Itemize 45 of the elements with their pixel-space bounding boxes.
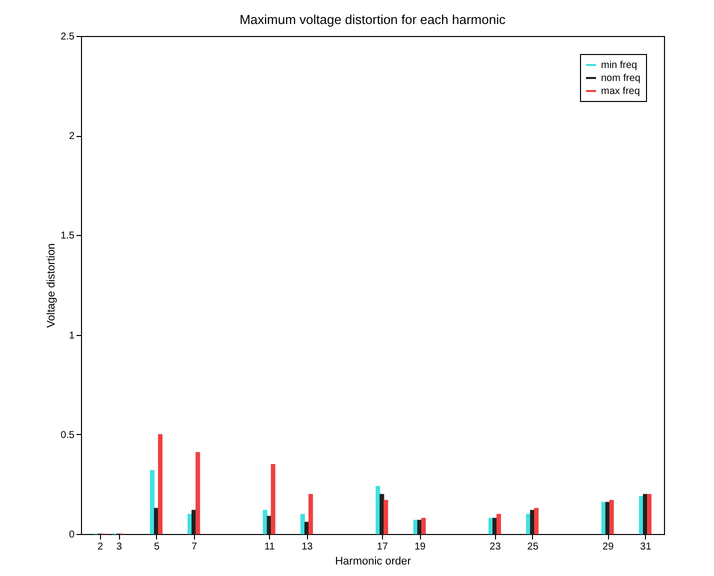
bar bbox=[150, 470, 154, 534]
x-tick-label: 31 bbox=[640, 542, 652, 552]
y-axis-title: Voltage distortion bbox=[46, 243, 58, 328]
legend-label: max freq bbox=[601, 86, 640, 97]
bar bbox=[262, 510, 268, 534]
bar bbox=[308, 494, 313, 534]
bar bbox=[609, 500, 614, 534]
x-tick-label: 2 bbox=[98, 542, 104, 552]
x-tick-label: 17 bbox=[376, 542, 388, 552]
x-tick-label: 25 bbox=[527, 542, 539, 552]
bar bbox=[413, 520, 418, 534]
bar bbox=[376, 486, 380, 534]
x-tick-label: 7 bbox=[192, 542, 198, 552]
bar bbox=[646, 494, 652, 534]
bar bbox=[417, 520, 422, 534]
bar bbox=[534, 508, 539, 534]
bar bbox=[488, 518, 493, 534]
bar bbox=[196, 452, 200, 534]
x-tick-label: 13 bbox=[302, 542, 314, 552]
bar bbox=[492, 518, 497, 534]
y-tick-label: 0 bbox=[68, 530, 75, 540]
y-tick-label: 1.5 bbox=[60, 230, 75, 242]
bar bbox=[496, 514, 501, 534]
y-tick-label: 2 bbox=[68, 131, 75, 142]
bar bbox=[270, 464, 276, 534]
y-tick-label: 0.5 bbox=[60, 430, 75, 441]
bar bbox=[380, 494, 384, 534]
legend-label: nom freq bbox=[601, 73, 640, 84]
y-tick-label: 1 bbox=[68, 330, 75, 342]
x-tick-label: 11 bbox=[264, 542, 276, 552]
y-tick-label: 2.5 bbox=[60, 32, 75, 42]
x-tick-label: 29 bbox=[602, 542, 614, 552]
bar bbox=[421, 518, 426, 534]
bar bbox=[266, 516, 272, 534]
legend-label: min freq bbox=[601, 60, 638, 71]
x-tick-label: 3 bbox=[116, 542, 122, 552]
x-tick-label: 19 bbox=[414, 542, 426, 552]
bar bbox=[304, 522, 309, 534]
bar bbox=[158, 434, 162, 534]
chart-title: Maximum voltage distortion for each harmonic bbox=[240, 12, 506, 27]
x-tick-label: 23 bbox=[490, 542, 502, 552]
bar bbox=[300, 514, 305, 534]
bar bbox=[384, 500, 388, 534]
x-tick-label: 5 bbox=[154, 542, 160, 552]
x-axis-title: Harmonic order bbox=[335, 556, 412, 568]
